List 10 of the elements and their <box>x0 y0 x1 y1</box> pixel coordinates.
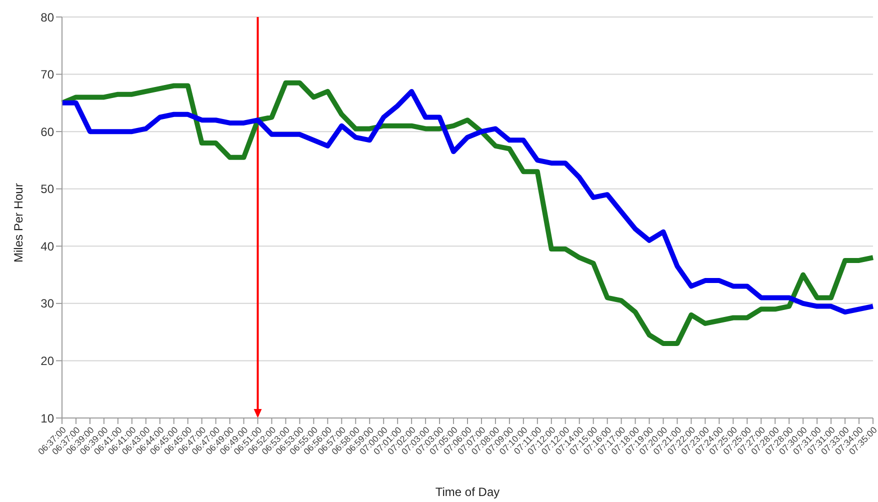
y-tick-label: 50 <box>40 182 54 196</box>
y-tick-label: 10 <box>40 411 54 426</box>
y-tick-label: 40 <box>40 239 54 254</box>
y-tick-label: 20 <box>40 354 54 368</box>
y-tick-label: 30 <box>40 296 54 311</box>
x-axis-title: Time of Day <box>435 485 500 499</box>
y-tick-label: 80 <box>40 10 54 24</box>
y-axis-title: Miles Per Hour <box>11 183 26 262</box>
y-tick-label: 60 <box>40 124 54 139</box>
y-tick-label: 70 <box>40 68 54 82</box>
